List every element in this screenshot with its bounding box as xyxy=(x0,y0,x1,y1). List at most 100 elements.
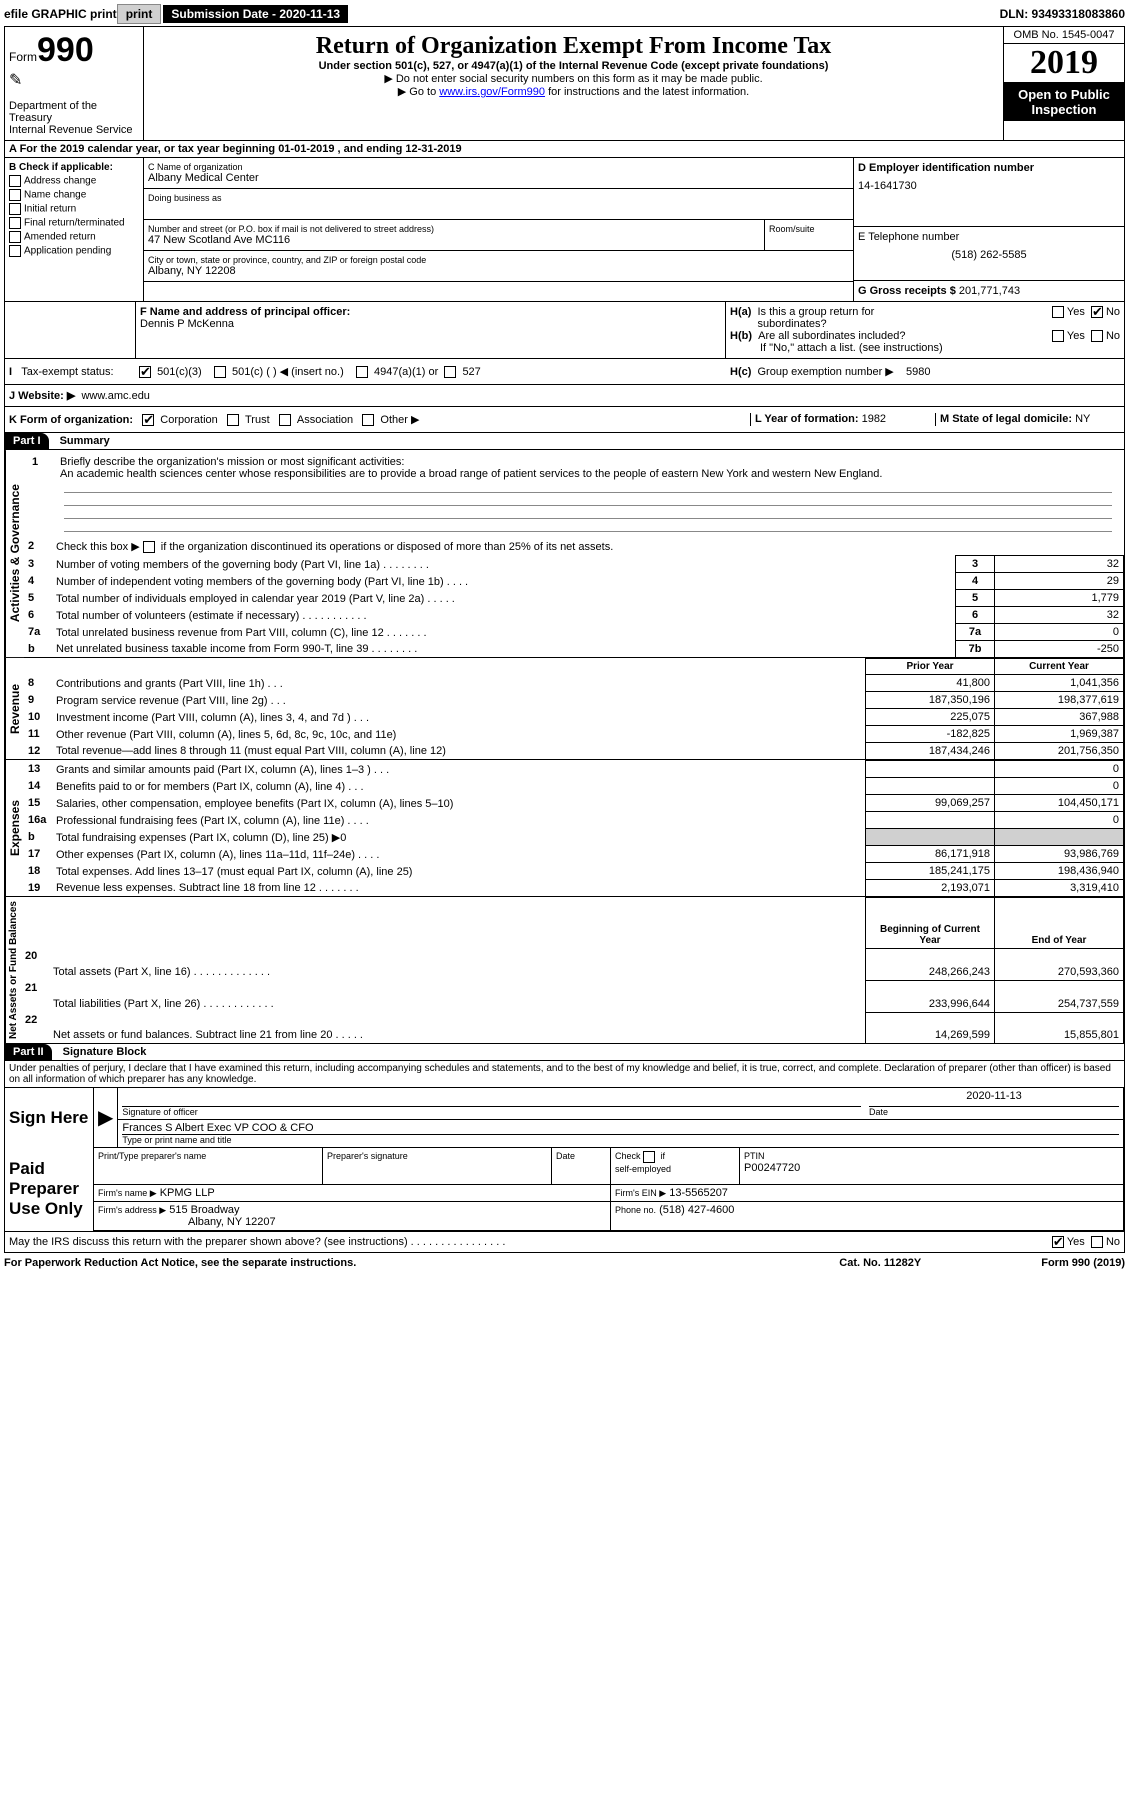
table-row: 17Other expenses (Part IX, column (A), l… xyxy=(24,846,1124,863)
table-row: 15Salaries, other compensation, employee… xyxy=(24,795,1124,812)
table-row: 5Total number of individuals employed in… xyxy=(24,590,1124,607)
org-name-label: C Name of organization xyxy=(148,162,849,172)
table-row: 21Total liabilities (Part X, line 26) . … xyxy=(21,980,1124,1012)
firm-ein: 13-5565207 xyxy=(669,1187,728,1199)
perjury-declaration: Under penalties of perjury, I declare th… xyxy=(5,1061,1124,1088)
part2-title: Signature Block xyxy=(55,1046,147,1058)
officer-label: F Name and address of principal officer: xyxy=(140,306,721,318)
ein-label: D Employer identification number xyxy=(858,162,1120,174)
table-row: 7aTotal unrelated business revenue from … xyxy=(24,624,1124,641)
table-row: 6Total number of volunteers (estimate if… xyxy=(24,607,1124,624)
paid-preparer-label: Paid Preparer Use Only xyxy=(5,1148,94,1231)
check-name[interactable]: Name change xyxy=(9,189,139,201)
efile-label: efile GRAPHIC print xyxy=(4,7,117,21)
mission-question: Briefly describe the organization's miss… xyxy=(56,454,1120,534)
subtitle-2: ▶ Do not enter social security numbers o… xyxy=(150,72,997,85)
org-city: Albany, NY 12208 xyxy=(148,265,849,277)
form-number: Form990 xyxy=(9,31,139,70)
table-row: 3Number of voting members of the governi… xyxy=(24,556,1124,573)
table-row: 4Number of independent voting members of… xyxy=(24,573,1124,590)
website-row: J Website: ▶ www.amc.edu xyxy=(5,385,1124,407)
table-row: 18Total expenses. Add lines 13–17 (must … xyxy=(24,863,1124,880)
vert-revenue: Revenue xyxy=(5,658,24,759)
type-print-label: Type or print name and title xyxy=(122,1134,1119,1145)
sig-officer-label: Signature of officer xyxy=(122,1106,861,1117)
form-version: Form 990 (2019) xyxy=(1041,1257,1125,1269)
org-name: Albany Medical Center xyxy=(148,172,849,184)
check-4947[interactable] xyxy=(356,366,368,378)
dln-label: DLN: 93493318083860 xyxy=(1000,7,1125,21)
firm-name: KPMG LLP xyxy=(160,1187,215,1199)
submission-date: Submission Date - 2020-11-13 xyxy=(163,5,348,23)
subtitle-1: Under section 501(c), 527, or 4947(a)(1)… xyxy=(150,60,997,72)
irs-label: Internal Revenue Service xyxy=(9,124,139,136)
check-final[interactable]: Final return/terminated xyxy=(9,217,139,229)
table-row: 13Grants and similar amounts paid (Part … xyxy=(24,761,1124,778)
subtitle-3: ▶ Go to www.irs.gov/Form990 for instruct… xyxy=(150,85,997,98)
check-527[interactable] xyxy=(444,366,456,378)
paperwork-notice: For Paperwork Reduction Act Notice, see … xyxy=(4,1257,356,1269)
self-employed-check[interactable]: Check ifself-employed xyxy=(611,1148,740,1185)
phone-label: E Telephone number xyxy=(858,231,1120,243)
print-button[interactable]: print xyxy=(117,4,162,24)
table-row: 12Total revenue—add lines 8 through 11 (… xyxy=(24,743,1124,760)
firm-address: 515 Broadway xyxy=(169,1204,239,1216)
tax-year: 2019 xyxy=(1004,44,1124,83)
table-row: 19Revenue less expenses. Subtract line 1… xyxy=(24,880,1124,897)
gross-value: 201,771,743 xyxy=(959,285,1020,297)
irs-discuss-row: May the IRS discuss this return with the… xyxy=(5,1231,1124,1252)
group-return-q: H(a) Is this a group return for Yes No s… xyxy=(730,306,1120,330)
table-row: bTotal fundraising expenses (Part IX, co… xyxy=(24,829,1124,846)
table-row: 22Net assets or fund balances. Subtract … xyxy=(21,1012,1124,1043)
year-formation: L Year of formation: 1982 xyxy=(750,413,935,426)
arrow-icon: ▶ xyxy=(94,1088,118,1147)
group-exemption: H(c) Group exemption number ▶ 5980 xyxy=(730,365,1120,378)
tax-status-label: I Tax-exempt status: xyxy=(9,366,139,378)
check-address[interactable]: Address change xyxy=(9,175,139,187)
vert-expenses: Expenses xyxy=(5,760,24,896)
table-row: 9Program service revenue (Part VIII, lin… xyxy=(24,692,1124,709)
ein-value: 14-1641730 xyxy=(858,180,1120,192)
check-initial[interactable]: Initial return xyxy=(9,203,139,215)
inspection-label: Open to Public Inspection xyxy=(1004,83,1124,121)
check-pending[interactable]: Application pending xyxy=(9,245,139,257)
part1-header: Part I xyxy=(5,433,49,449)
part1-title: Summary xyxy=(52,435,110,447)
table-row: 10Investment income (Part VIII, column (… xyxy=(24,709,1124,726)
check-501c3[interactable] xyxy=(139,366,151,378)
gross-label: G Gross receipts $ xyxy=(858,285,956,297)
table-row: 14Benefits paid to or for members (Part … xyxy=(24,778,1124,795)
begin-year-header: Beginning of Current Year xyxy=(866,898,995,949)
form-title: Return of Organization Exempt From Incom… xyxy=(150,33,997,60)
state-domicile: M State of legal domicile: NY xyxy=(935,413,1120,426)
part2-header: Part II xyxy=(5,1044,52,1060)
omb-number: OMB No. 1545-0047 xyxy=(1004,27,1124,44)
ptin-value: P00247720 xyxy=(744,1162,800,1174)
table-row: 8Contributions and grants (Part VIII, li… xyxy=(24,675,1124,692)
form-of-org: K Form of organization: Corporation Trus… xyxy=(9,413,750,426)
current-year-header: Current Year xyxy=(995,659,1124,675)
vert-governance: Activities & Governance xyxy=(5,450,24,657)
officer-name: Dennis P McKenna xyxy=(140,318,721,330)
date-label: Date xyxy=(869,1106,1119,1117)
org-address: 47 New Scotland Ave MC116 xyxy=(148,234,760,246)
phone-value: (518) 262-5585 xyxy=(858,249,1120,261)
table-row: 16aProfessional fundraising fees (Part I… xyxy=(24,812,1124,829)
check-501c[interactable] xyxy=(214,366,226,378)
dept-label: Department of the Treasury xyxy=(9,100,139,124)
form990-link[interactable]: www.irs.gov/Form990 xyxy=(439,86,545,98)
table-row: 11Other revenue (Part VIII, column (A), … xyxy=(24,726,1124,743)
room-label: Room/suite xyxy=(769,224,849,234)
vert-netassets: Net Assets or Fund Balances xyxy=(5,897,21,1043)
city-label: City or town, state or province, country… xyxy=(148,255,849,265)
cat-number: Cat. No. 11282Y xyxy=(839,1257,921,1269)
firm-phone: (518) 427-4600 xyxy=(659,1204,734,1216)
section-b-label: B Check if applicable: xyxy=(9,162,139,173)
table-row: 20Total assets (Part X, line 16) . . . .… xyxy=(21,948,1124,980)
sig-date: 2020-11-13 xyxy=(869,1090,1119,1106)
check-amended[interactable]: Amended return xyxy=(9,231,139,243)
prior-year-header: Prior Year xyxy=(866,659,995,675)
subordinates-q: H(b) Are all subordinates included? Yes … xyxy=(730,330,1120,342)
subordinates-note: If "No," attach a list. (see instruction… xyxy=(730,342,1120,354)
table-row: bNet unrelated business taxable income f… xyxy=(24,641,1124,658)
